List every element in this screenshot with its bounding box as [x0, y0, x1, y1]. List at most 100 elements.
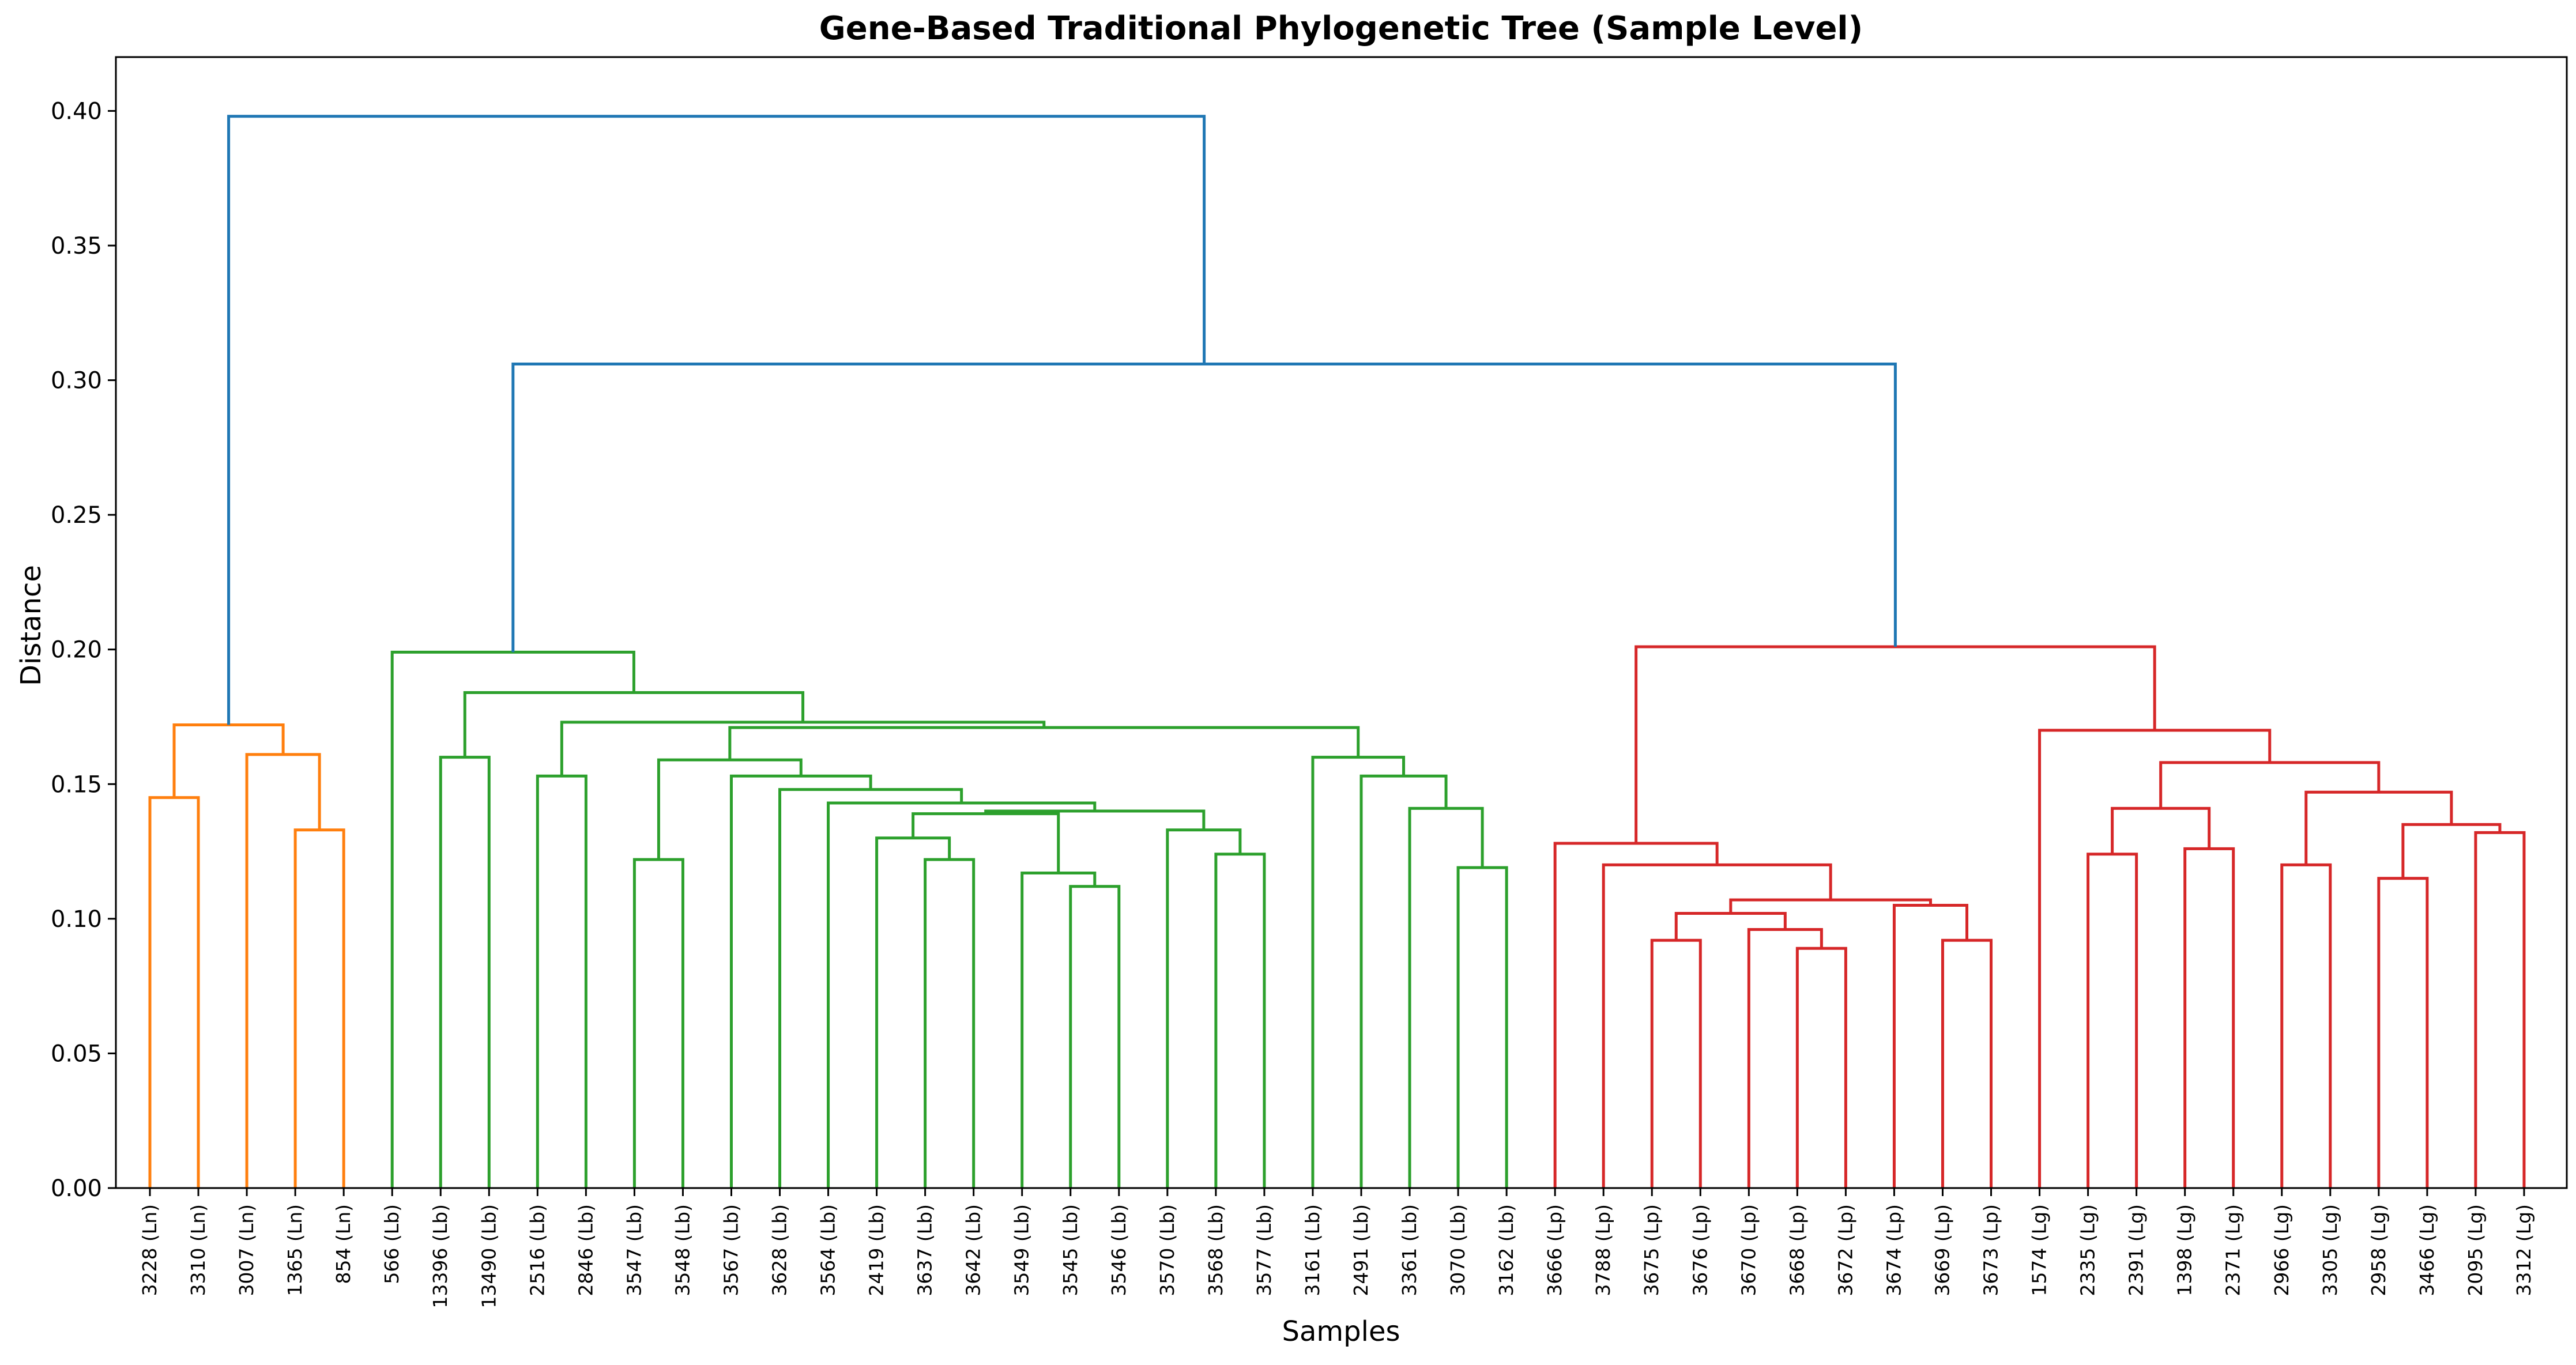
leaf-label-25: 2491 (Lb) [1350, 1204, 1372, 1296]
dendrogram-link-31 [1941, 938, 1993, 1188]
x-axis-ticks: 3228 (Ln) 3310 (Ln) 3007 (Ln) 1365 (Ln) 854 … [138, 1188, 2535, 1309]
dendrogram-link-20 [1408, 806, 1484, 1188]
leaf-label-30: 3788 (Lp) [1592, 1204, 1614, 1296]
y-axis-label: Distance [15, 565, 47, 686]
leaf-label-12: 3567 (Lb) [720, 1204, 742, 1296]
leaf-label-44: 2966 (Lg) [2270, 1204, 2293, 1296]
dendrogram-link-48 [227, 115, 1206, 725]
dendrogram-link-46 [1635, 645, 2156, 844]
leaf-label-20: 3546 (Lb) [1108, 1204, 1130, 1296]
leaf-label-23: 3577 (Lb) [1253, 1204, 1275, 1296]
y-tick-label-5: 0.25 [51, 502, 102, 529]
leaf-label-13: 3628 (Lb) [769, 1204, 791, 1296]
leaf-label-22: 3568 (Lb) [1204, 1204, 1227, 1296]
leaf-label-21: 3570 (Lb) [1156, 1204, 1178, 1296]
dendrogram-link-16 [778, 788, 963, 1188]
y-tick-label-3: 0.15 [51, 771, 102, 798]
leaf-label-31: 3675 (Lp) [1640, 1204, 1663, 1296]
dendrogram-link-39 [2280, 863, 2332, 1188]
leaf-label-41: 2391 (Lg) [2125, 1204, 2148, 1296]
dendrogram-link-38 [2111, 806, 2211, 854]
x-axis-label: Samples [1282, 1315, 1400, 1348]
y-tick-label-8: 0.40 [51, 98, 102, 125]
dendrogram-link-28 [1795, 947, 1847, 1188]
leaf-label-3: 1365 (Ln) [284, 1204, 306, 1296]
leaf-label-43: 2371 (Lg) [2222, 1204, 2244, 1296]
dendrogram-link-44 [2159, 761, 2381, 809]
y-axis-ticks: 0.00 0.05 0.10 0.15 0.20 0.25 0.30 0.35 0.40 [51, 98, 116, 1202]
y-tick-label-7: 0.35 [51, 233, 102, 259]
leaf-label-36: 3674 (Lp) [1882, 1204, 1905, 1296]
dendrogram-links [148, 115, 2526, 1188]
dendrogram-link-41 [2474, 831, 2526, 1188]
leaf-label-8: 2516 (Lb) [526, 1204, 548, 1296]
dendrogram-link-25 [463, 691, 805, 757]
y-tick-label-0: 0.00 [51, 1175, 102, 1202]
leaf-label-5: 566 (Lb) [381, 1204, 403, 1284]
y-tick-label-1: 0.05 [51, 1040, 102, 1067]
dendrogram-link-23 [728, 726, 1360, 760]
dendrogram-link-45 [2038, 729, 2272, 1188]
dendrogram-link-15 [827, 801, 1097, 1188]
leaf-label-19: 3545 (Lb) [1059, 1204, 1082, 1296]
dendrogram-link-5 [536, 774, 587, 1188]
leaf-label-1: 3310 (Ln) [187, 1204, 209, 1296]
dendrogram-link-26 [390, 650, 635, 1188]
plot-frame [115, 56, 2568, 1189]
dendrogram-link-19 [1456, 866, 1508, 1188]
leaf-label-9: 2846 (Lb) [574, 1204, 597, 1296]
y-tick-label-6: 0.30 [51, 368, 102, 394]
leaf-label-4: 854 (Ln) [332, 1204, 355, 1284]
leaf-label-33: 3670 (Lp) [1737, 1204, 1760, 1296]
dendrogram-link-34 [1602, 863, 1832, 1188]
dendrogram-link-35 [1553, 842, 1719, 1188]
dendrogram-link-2 [245, 753, 321, 1188]
leaf-label-47: 3466 (Lg) [2416, 1204, 2438, 1296]
dendrogram-link-11 [912, 812, 1060, 873]
leaf-label-38: 3673 (Lp) [1980, 1204, 2002, 1296]
dendrogram-link-21 [1359, 774, 1448, 1188]
leaf-label-0: 3228 (Ln) [138, 1204, 161, 1296]
dendrogram-link-32 [1892, 904, 1968, 1188]
leaf-label-17: 3642 (Lb) [962, 1204, 985, 1296]
dendrogram-link-9 [1069, 885, 1121, 1188]
dendrogram-link-12 [1214, 853, 1266, 1188]
dendrogram-link-4 [439, 756, 491, 1188]
leaf-label-14: 3564 (Lb) [817, 1204, 839, 1296]
dendrogram-link-40 [2377, 877, 2429, 1188]
dendrogram-link-17 [729, 774, 872, 1188]
dendrogram-link-22 [1311, 756, 1406, 1188]
dendrogram-link-24 [560, 721, 1046, 776]
leaf-label-45: 3305 (Lg) [2319, 1204, 2341, 1296]
leaf-label-35: 3672 (Lp) [1834, 1204, 1856, 1296]
leaf-label-29: 3666 (Lp) [1543, 1204, 1566, 1296]
leaf-label-6: 13396 (Lb) [429, 1204, 451, 1309]
dendrogram-link-29 [1747, 928, 1823, 1188]
dendrogram-link-0 [148, 796, 200, 1188]
dendrogram-link-6 [632, 858, 684, 1188]
leaf-label-27: 3070 (Lb) [1447, 1204, 1469, 1296]
leaf-label-32: 3676 (Lp) [1689, 1204, 1711, 1296]
leaf-label-39: 1574 (Lg) [2028, 1204, 2051, 1296]
leaf-label-10: 3547 (Lb) [623, 1204, 645, 1296]
dendrogram-link-27 [1650, 938, 1702, 1188]
leaf-label-46: 2958 (Lg) [2367, 1204, 2390, 1296]
leaf-label-28: 3162 (Lb) [1495, 1204, 1517, 1296]
leaf-label-34: 3668 (Lp) [1786, 1204, 1808, 1296]
dendrogram-link-33 [1729, 898, 1932, 914]
leaf-label-2: 3007 (Ln) [235, 1204, 258, 1296]
dendrogram-link-42 [2401, 823, 2502, 878]
leaf-label-11: 3548 (Lb) [671, 1204, 694, 1296]
dendrogram-link-37 [2183, 847, 2235, 1188]
y-tick-label-2: 0.10 [51, 906, 102, 933]
dendrogram-link-13 [1166, 828, 1242, 1188]
leaf-label-18: 3549 (Lb) [1011, 1204, 1033, 1296]
dendrogram-link-10 [1020, 871, 1097, 1188]
leaf-label-24: 3161 (Lb) [1301, 1204, 1324, 1296]
leaf-label-48: 2095 (Lg) [2464, 1204, 2487, 1296]
leaf-label-16: 3637 (Lb) [914, 1204, 936, 1296]
dendrogram-link-47 [511, 363, 1897, 653]
leaf-label-15: 2419 (Lb) [865, 1204, 888, 1296]
dendrogram-link-30 [1674, 912, 1787, 941]
